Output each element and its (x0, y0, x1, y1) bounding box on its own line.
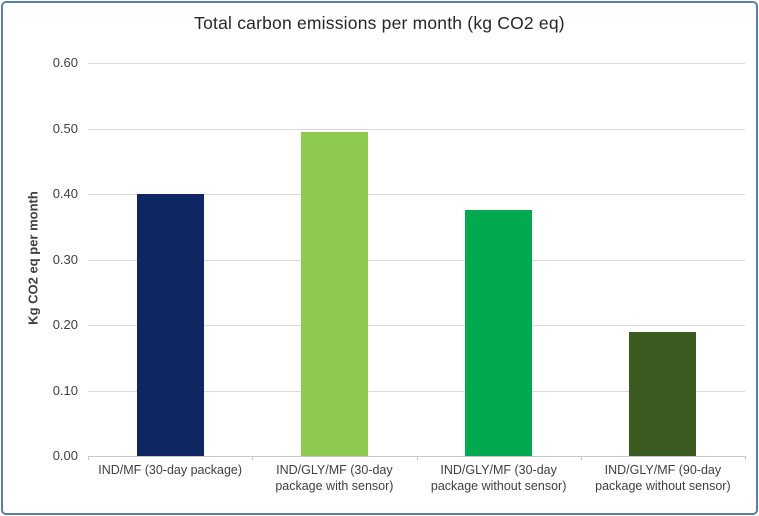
x-axis-label-line: IND/GLY/MF (90-day (604, 463, 722, 477)
x-axis-label: IND/MF (30-day package) (88, 462, 252, 478)
bar-1 (136, 194, 204, 456)
x-axis-tick (88, 456, 89, 460)
bar-2 (300, 131, 368, 456)
x-axis-label: IND/GLY/MF (30-day package with sensor) (252, 462, 416, 494)
y-axis-tick-label: 0.50 (52, 120, 78, 136)
y-axis-tick-label: 0.10 (52, 382, 78, 398)
x-axis-label: IND/GLY/MF (30-day package without sensor… (417, 462, 581, 494)
x-axis-label: IND/GLY/MF (90-day package without sensor… (581, 462, 745, 494)
x-axis-label-line: IND/GLY/MF (30-day (276, 463, 393, 477)
bar-4 (629, 331, 697, 456)
x-axis-label-line: IND/MF (30-day package) (98, 463, 243, 477)
x-axis-label-line: package without sensor) (595, 479, 731, 493)
gridline (88, 63, 745, 64)
y-axis-tick-label: 0.30 (52, 251, 78, 267)
gridline (88, 390, 745, 392)
x-axis-label-line: package with sensor) (275, 479, 394, 493)
x-axis-tick (580, 456, 582, 460)
gridline (88, 128, 745, 130)
y-axis-tick-label: 0.60 (52, 55, 78, 70)
gridline (88, 259, 745, 261)
bar-3 (465, 210, 533, 456)
x-axis-tick (745, 456, 746, 460)
x-axis-label-line: IND/GLY/MF (30-day (440, 463, 557, 477)
chart-title: Total carbon emissions per month (kg CO2… (194, 13, 565, 33)
y-axis-tick-label: 0.20 (52, 317, 78, 332)
x-axis-tick (252, 456, 254, 460)
y-axis-tick-label: 0.00 (52, 448, 78, 463)
gridline (88, 325, 745, 326)
x-axis-tick (416, 456, 418, 460)
gridline (88, 194, 745, 195)
plot-area (88, 63, 746, 460)
x-axis-label-line: package without sensor) (430, 479, 567, 493)
y-axis-tick-label: 0.40 (52, 186, 78, 201)
x-axis-labels: IND/MF (30-day package) IND/GLY/MF (30-da… (88, 462, 745, 510)
